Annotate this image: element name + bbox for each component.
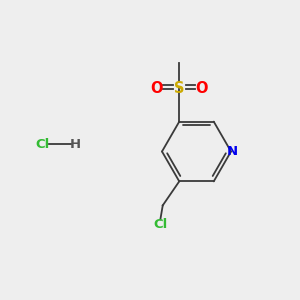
Text: O: O <box>196 81 208 96</box>
Text: Cl: Cl <box>153 218 167 231</box>
Text: O: O <box>151 81 163 96</box>
Text: S: S <box>174 81 184 96</box>
Text: Cl: Cl <box>35 137 49 151</box>
Text: H: H <box>69 137 81 151</box>
Text: N: N <box>226 145 238 158</box>
